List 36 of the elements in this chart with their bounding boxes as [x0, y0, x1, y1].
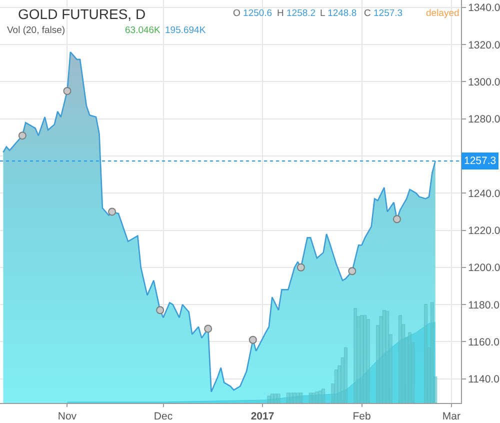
point [204, 324, 212, 333]
y-tick-label: 1340.0 [468, 2, 500, 14]
y-tick-label: 1160.0 [468, 336, 500, 348]
point [108, 208, 116, 216]
x-tick-label: Dec [154, 410, 173, 423]
annotation: 63.046K [125, 25, 162, 36]
point [296, 263, 305, 272]
point [156, 306, 164, 314]
y-tick-label: 1320.0 [468, 39, 500, 52]
y-tick-label: 1180.0 [468, 299, 500, 312]
annotation: L 1248.8 [320, 8, 357, 19]
y-tick-label: 1240.0 [468, 188, 500, 200]
y-tick-label: 1300.0 [468, 76, 500, 88]
y-tick-label: 1140.0 [468, 374, 500, 386]
chart-title: Vol (20, false) [7, 25, 66, 36]
annotation: H 1258.2 [277, 8, 316, 19]
ref-line-label: 1257.3 [464, 155, 496, 167]
point [348, 267, 356, 276]
y-tick-label: 1200.0 [468, 262, 500, 274]
annotation: C 1257.3 [364, 8, 403, 19]
bar [434, 376, 438, 403]
x-tick-label: Mar [442, 410, 461, 423]
point [248, 336, 257, 344]
y-tick-label: 1220.0 [468, 224, 500, 237]
point [392, 215, 401, 224]
annotation: O 1250.6 [233, 8, 272, 19]
annotation: delayed [426, 8, 460, 19]
point [18, 132, 26, 140]
x-tick-label: 2017 [250, 410, 274, 423]
y-tick-label: 1280.0 [468, 114, 500, 126]
x-tick-label: Nov [58, 410, 78, 423]
chart-title: GOLD FUTURES, D [18, 6, 146, 22]
x-tick-label: Feb [352, 410, 371, 423]
bar [430, 302, 434, 403]
annotation: 195.694K [165, 25, 206, 36]
point [63, 87, 72, 95]
